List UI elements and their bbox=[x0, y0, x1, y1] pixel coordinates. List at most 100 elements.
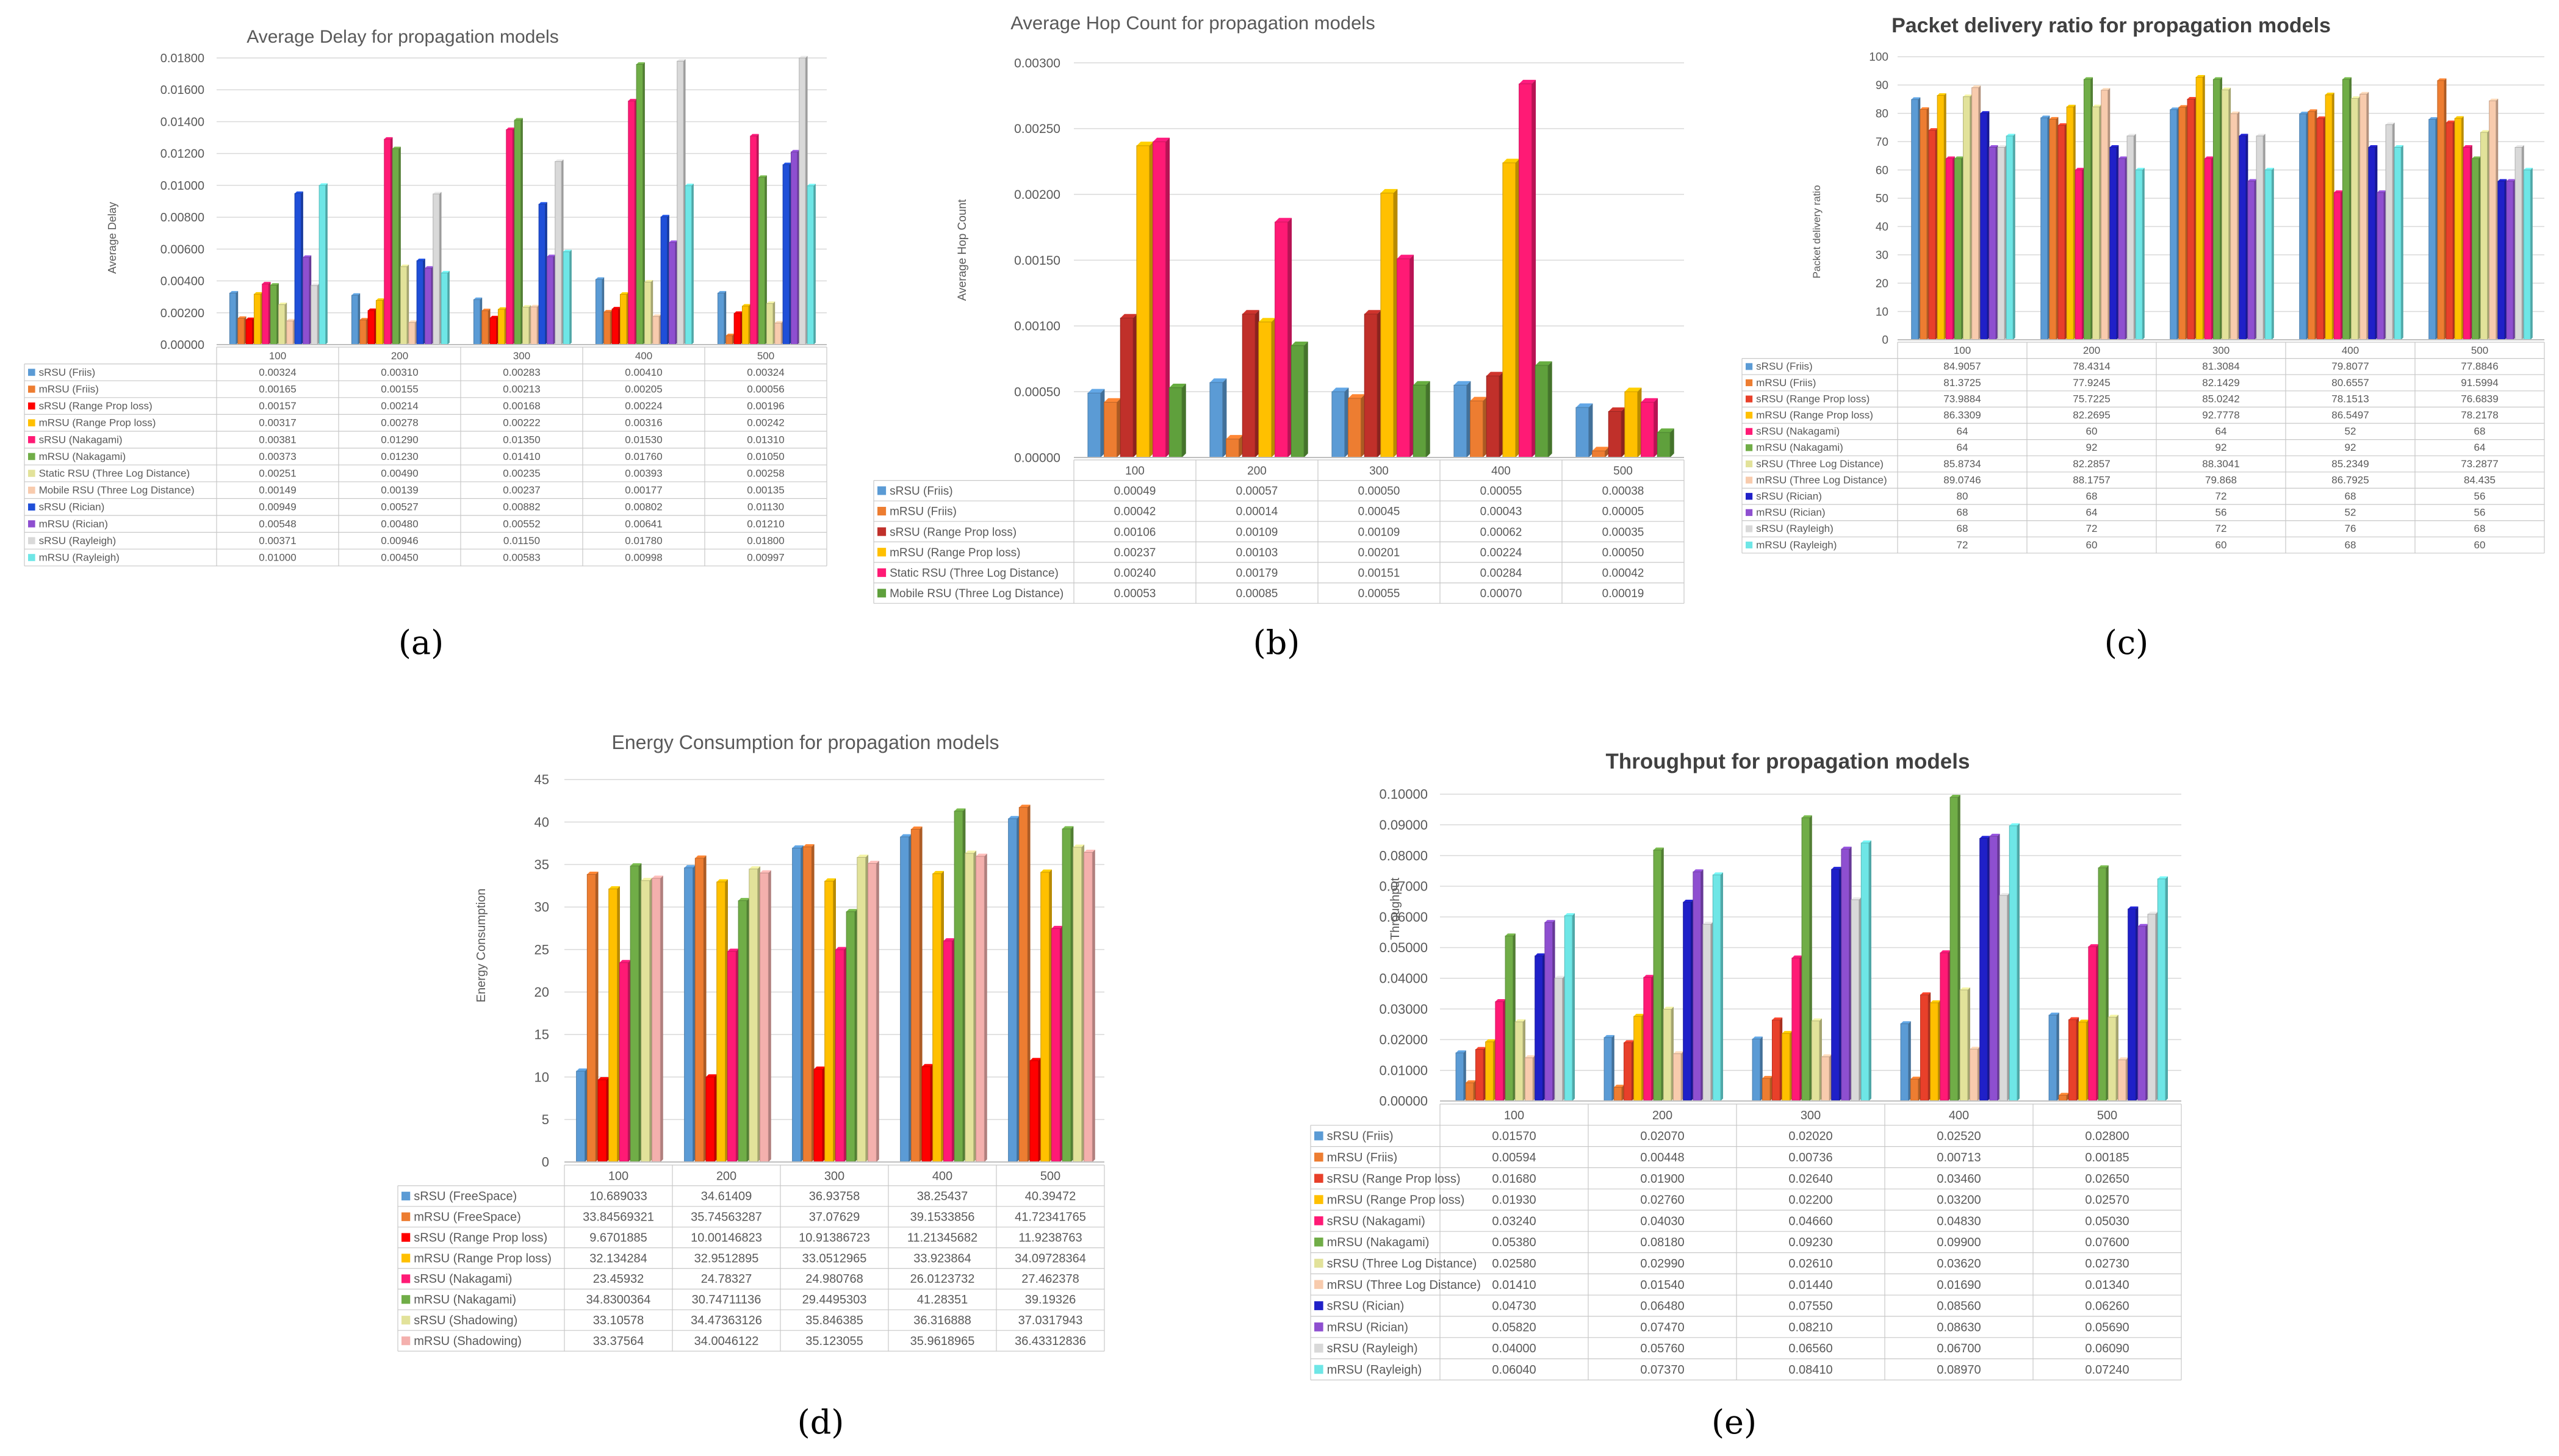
chart-5-bar bbox=[1900, 1021, 1911, 1102]
chart-4-bar bbox=[1018, 805, 1031, 1163]
chart-4-bar-face bbox=[652, 878, 661, 1163]
chart-3-legend-swatch bbox=[1746, 476, 1753, 484]
chart-5-bar bbox=[2137, 923, 2148, 1102]
chart-5-bar-side bbox=[1829, 1054, 1832, 1101]
chart-2-bar bbox=[1348, 394, 1366, 458]
chart-4-table-value: 35.123055 bbox=[805, 1335, 863, 1348]
chart-1-table-value: 0.01150 bbox=[503, 535, 540, 547]
chart-2-table-value: 0.00043 bbox=[1480, 506, 1522, 518]
chart-4-bar-top bbox=[1019, 805, 1031, 808]
chart-1-bar-face bbox=[636, 63, 644, 345]
chart-2-bar-top bbox=[1348, 394, 1366, 398]
chart-1-table-value: 0.00214 bbox=[381, 400, 418, 412]
chart-3-ytick-label: 20 bbox=[1876, 278, 1888, 290]
chart-3-table-value: 92.7778 bbox=[2202, 409, 2239, 421]
chart-2-bar-face bbox=[1453, 384, 1467, 458]
chart-5-bar-top bbox=[1693, 869, 1704, 872]
chart-5-ytick-label: 0.03000 bbox=[1379, 1002, 1428, 1017]
chart-2-bar-side bbox=[1515, 159, 1520, 457]
chart-4-bar-top bbox=[1008, 816, 1020, 819]
chart-5-bar bbox=[2068, 1017, 2079, 1102]
chart-1-table-value: 0.00316 bbox=[625, 417, 662, 429]
chart-2-bar-side bbox=[1531, 79, 1536, 458]
chart-1-table-value: 0.00283 bbox=[503, 367, 540, 378]
chart-5-bar-side bbox=[1790, 1031, 1793, 1101]
chart-2-bar-top bbox=[1657, 428, 1674, 433]
chart-3-table-value: 85.8734 bbox=[1943, 458, 1981, 470]
chart-3-bar-face bbox=[2471, 158, 2479, 340]
chart-5-bar-side bbox=[1760, 1036, 1763, 1101]
chart-4-bar-side bbox=[962, 808, 966, 1162]
chart-1-bar-face bbox=[416, 260, 424, 345]
chart-5-x-category-label: 500 bbox=[2097, 1109, 2117, 1122]
chart-3-bar bbox=[2463, 145, 2472, 340]
chart-5-bar-face bbox=[1465, 1082, 1474, 1102]
chart-4-x-category-label: 200 bbox=[716, 1169, 736, 1183]
chart-3-bar-top bbox=[1989, 145, 1998, 148]
chart-1-bar-face bbox=[644, 281, 652, 345]
chart-1-bar bbox=[717, 291, 727, 345]
chart-5-bar-side bbox=[2066, 1092, 2069, 1101]
chart-4-bar-side bbox=[822, 1066, 826, 1162]
chart-5-bar bbox=[1851, 897, 1862, 1102]
chart-5-table-value: 0.00736 bbox=[1788, 1151, 1832, 1164]
chart-5-bar-top bbox=[1791, 955, 1802, 958]
chart-5-table-value: 0.04830 bbox=[1937, 1214, 1981, 1228]
chart-2-bar-side bbox=[1654, 398, 1658, 457]
chart-1-bar-face bbox=[302, 257, 310, 345]
chart-5-bar-side bbox=[2007, 892, 2010, 1101]
chart-1-table-value: 0.00310 bbox=[381, 367, 418, 378]
chart-5-x-category-label: 300 bbox=[1801, 1109, 1821, 1122]
chart-5-bar-side bbox=[2155, 911, 2158, 1101]
chart-2-bar-top bbox=[1226, 435, 1244, 439]
chart-3-bar-face bbox=[2075, 170, 2082, 340]
chart-1-bar bbox=[644, 280, 653, 345]
chart-5-bar-top bbox=[1901, 1021, 1911, 1024]
chart-1-bar bbox=[433, 192, 442, 345]
chart-1-bar-face bbox=[546, 256, 554, 345]
chart-1-legend-swatch bbox=[28, 486, 35, 494]
chart-3-bar-top bbox=[1946, 156, 1955, 159]
chart-1-bar-top bbox=[758, 175, 767, 178]
chart-3-bar-face bbox=[2454, 118, 2462, 340]
chart-3-bar-top bbox=[2506, 179, 2516, 182]
chart-5-bar-face bbox=[1959, 989, 1968, 1102]
chart-5-bar-face bbox=[1672, 1053, 1682, 1102]
chart-3-bar-top bbox=[2187, 96, 2197, 99]
chart-4-table-value: 34.47363126 bbox=[691, 1314, 762, 1327]
chart-5-bar-top bbox=[2049, 1013, 2059, 1016]
chart-1-bar-side bbox=[642, 62, 645, 345]
chart-2-table-value: 0.00014 bbox=[1236, 506, 1278, 518]
chart-5-bar-side bbox=[1908, 1021, 1911, 1101]
chart-2-table-value: 0.00070 bbox=[1480, 587, 1522, 600]
chart-4-bar-top bbox=[619, 959, 631, 963]
chart-1-bar-face bbox=[595, 279, 603, 345]
chart-3-bar-top bbox=[2325, 92, 2334, 95]
chart-5-bar-side bbox=[1720, 872, 1723, 1101]
chart-4-bar-top bbox=[587, 871, 599, 875]
chart-1-bar bbox=[782, 162, 791, 345]
chart-5-bar-face bbox=[2107, 1017, 2117, 1102]
chart-3-table-value: 77.9245 bbox=[2073, 377, 2110, 389]
chart-3-legend-entry: mRSU (Nakagami) bbox=[1756, 442, 1843, 453]
chart-3-bar-top bbox=[2118, 156, 2128, 159]
chart-5: Throughput for propagation models Through… bbox=[1310, 750, 2182, 1380]
chart-4-bar bbox=[932, 870, 944, 1163]
chart-3-bar bbox=[2135, 168, 2145, 340]
chart-5-bar-top bbox=[1910, 1077, 1921, 1080]
chart-3-table-value: 68 bbox=[1957, 507, 1968, 518]
chart-5-bar-side bbox=[2165, 876, 2168, 1101]
chart-4-bar-top bbox=[1062, 826, 1074, 829]
chart-5-legend-swatch bbox=[1314, 1301, 1323, 1310]
chart-3-bar bbox=[2126, 134, 2136, 340]
chart-4-x-category-label: 100 bbox=[608, 1169, 628, 1183]
chart-1-legend-entry: sRSU (Rayleigh) bbox=[39, 535, 117, 547]
chart-3-bar bbox=[2006, 134, 2015, 340]
chart-4-bar bbox=[738, 898, 750, 1163]
chart-4-bar-face bbox=[1040, 872, 1050, 1163]
chart-5-bar-face bbox=[1485, 1041, 1494, 1102]
chart-1-bar-top bbox=[530, 304, 539, 307]
chart-3-legend-swatch bbox=[1746, 379, 1753, 387]
chart-3-bar-top bbox=[2342, 77, 2352, 80]
